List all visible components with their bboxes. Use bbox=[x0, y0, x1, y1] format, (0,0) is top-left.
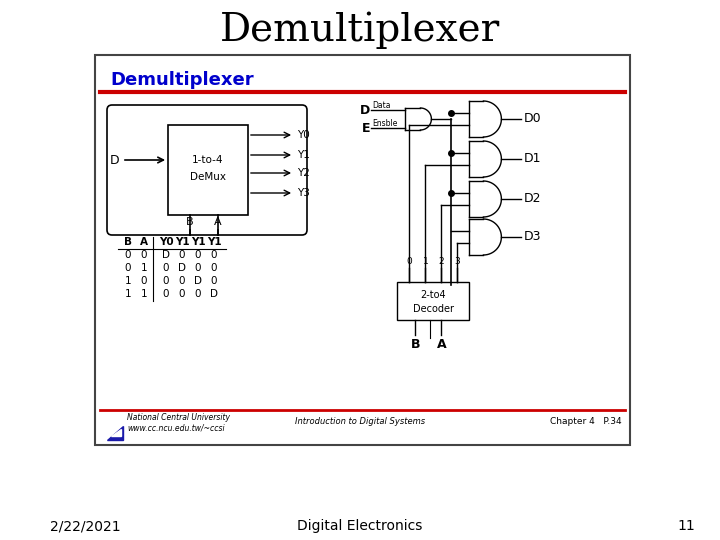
Text: 0: 0 bbox=[194, 250, 202, 260]
Text: 0: 0 bbox=[125, 250, 131, 260]
Text: D: D bbox=[360, 104, 370, 117]
Text: 0: 0 bbox=[163, 289, 169, 299]
Text: 1: 1 bbox=[125, 289, 131, 299]
FancyBboxPatch shape bbox=[107, 105, 307, 235]
Text: 0: 0 bbox=[140, 276, 148, 286]
Text: 0: 0 bbox=[125, 263, 131, 273]
Text: www.cc.ncu.edu.tw/~ccsi: www.cc.ncu.edu.tw/~ccsi bbox=[127, 423, 225, 433]
Text: Chapter 4   P.34: Chapter 4 P.34 bbox=[550, 417, 622, 427]
Text: 1: 1 bbox=[140, 263, 148, 273]
Text: D: D bbox=[109, 153, 119, 166]
Text: 0: 0 bbox=[194, 263, 202, 273]
Bar bbox=[397, 282, 469, 320]
Text: 1: 1 bbox=[423, 257, 428, 266]
Text: B: B bbox=[410, 338, 420, 351]
Text: 3: 3 bbox=[454, 257, 460, 266]
Text: 0: 0 bbox=[179, 276, 185, 286]
Text: Demultiplexer: Demultiplexer bbox=[110, 71, 253, 89]
Text: Decoder: Decoder bbox=[413, 303, 454, 314]
Text: 2/22/2021: 2/22/2021 bbox=[50, 519, 121, 533]
Text: 0: 0 bbox=[140, 250, 148, 260]
Text: D: D bbox=[210, 289, 218, 299]
Text: 0: 0 bbox=[163, 263, 169, 273]
Text: 11: 11 bbox=[678, 519, 695, 533]
Text: 2-to4: 2-to4 bbox=[420, 291, 446, 300]
Text: Digital Electronics: Digital Electronics bbox=[297, 519, 423, 533]
Bar bbox=[168, 125, 248, 215]
Text: D: D bbox=[178, 263, 186, 273]
Text: B: B bbox=[186, 217, 194, 227]
Text: Y0: Y0 bbox=[297, 130, 310, 140]
Text: Introduction to Digital Systems: Introduction to Digital Systems bbox=[295, 417, 425, 427]
Polygon shape bbox=[111, 429, 121, 436]
Text: A: A bbox=[214, 217, 222, 227]
Text: Y1: Y1 bbox=[297, 150, 310, 160]
Text: Y1: Y1 bbox=[175, 237, 189, 247]
Text: Y3: Y3 bbox=[297, 188, 310, 198]
Text: 0: 0 bbox=[211, 250, 217, 260]
Text: 2: 2 bbox=[438, 257, 444, 266]
Text: Y1: Y1 bbox=[207, 237, 221, 247]
Text: 1: 1 bbox=[140, 289, 148, 299]
Text: A: A bbox=[436, 338, 446, 351]
Text: D: D bbox=[194, 276, 202, 286]
Polygon shape bbox=[107, 426, 123, 440]
Text: 0: 0 bbox=[179, 289, 185, 299]
Text: 1-to-4: 1-to-4 bbox=[192, 155, 224, 165]
Text: National Central University: National Central University bbox=[127, 414, 230, 422]
Text: 0: 0 bbox=[163, 276, 169, 286]
Text: Ensble: Ensble bbox=[372, 119, 397, 129]
Text: D3: D3 bbox=[523, 231, 541, 244]
Text: DeMux: DeMux bbox=[190, 172, 226, 182]
Text: B: B bbox=[124, 237, 132, 247]
Text: 0: 0 bbox=[211, 276, 217, 286]
Text: A: A bbox=[140, 237, 148, 247]
Text: D1: D1 bbox=[523, 152, 541, 165]
Text: D0: D0 bbox=[523, 112, 541, 125]
Text: 0: 0 bbox=[211, 263, 217, 273]
Text: Data: Data bbox=[372, 100, 390, 110]
Text: E: E bbox=[361, 122, 370, 134]
FancyBboxPatch shape bbox=[95, 55, 630, 445]
Text: D: D bbox=[162, 250, 170, 260]
Text: Demultiplexer: Demultiplexer bbox=[220, 11, 500, 49]
Text: Y2: Y2 bbox=[297, 168, 310, 178]
Text: 1: 1 bbox=[125, 276, 131, 286]
Text: 0: 0 bbox=[179, 250, 185, 260]
Text: Y0: Y0 bbox=[158, 237, 174, 247]
Text: 0: 0 bbox=[407, 257, 413, 266]
Text: Y1: Y1 bbox=[191, 237, 205, 247]
Text: D2: D2 bbox=[523, 192, 541, 206]
Text: 0: 0 bbox=[194, 289, 202, 299]
